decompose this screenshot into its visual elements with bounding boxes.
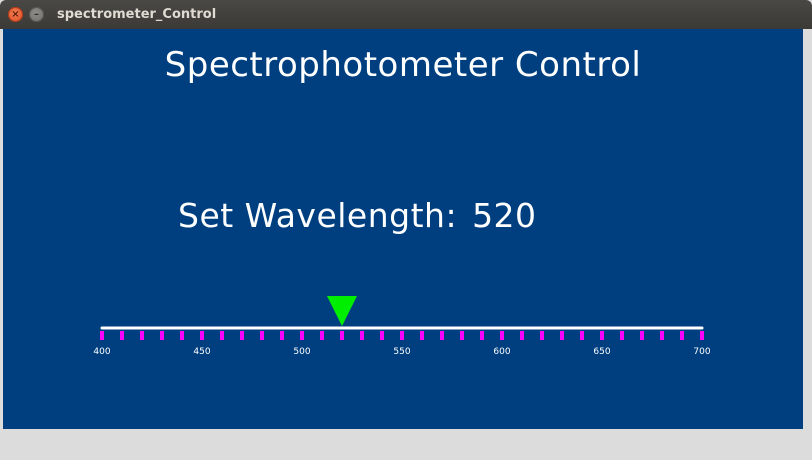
slider-tick: [400, 331, 404, 340]
wavelength-slider[interactable]: 400 450 500 550 600 650 700: [3, 29, 803, 429]
slider-tick-label: 400: [93, 347, 110, 357]
control-canvas: Spectrophotometer Control Set Wavelength…: [3, 29, 803, 429]
slider-tick: [360, 331, 364, 340]
slider-tick: [120, 331, 124, 340]
slider-tick: [540, 331, 544, 340]
minimize-icon: –: [34, 8, 39, 20]
slider-tick: [480, 331, 484, 340]
close-button[interactable]: ×: [8, 7, 23, 22]
slider-tick: [380, 331, 384, 340]
slider-tick: [240, 331, 244, 340]
slider-tick: [180, 331, 184, 340]
slider-tick: [160, 331, 164, 340]
slider-tick: [140, 331, 144, 340]
slider-tick-label: 550: [393, 347, 410, 357]
slider-tick: [300, 331, 304, 340]
slider-tick-label: 650: [593, 347, 610, 357]
slider-tick: [320, 331, 324, 340]
title-bar[interactable]: × – spectrometer_Control: [0, 0, 812, 29]
slider-tick: [500, 331, 504, 340]
slider-tick: [640, 331, 644, 340]
slider-tick: [520, 331, 524, 340]
slider-tick: [680, 331, 684, 340]
slider-tick: [200, 331, 204, 340]
wavelength-value: 520: [472, 196, 537, 235]
slider-tick: [440, 331, 444, 340]
minimize-button[interactable]: –: [29, 7, 44, 22]
slider-tick: [700, 331, 704, 340]
slider-tick: [280, 331, 284, 340]
close-icon: ×: [11, 8, 20, 20]
slider-tick: [100, 331, 104, 340]
wavelength-label: Set Wavelength:: [178, 196, 458, 235]
slider-tick-labels: 400 450 500 550 600 650 700: [93, 347, 710, 357]
window-title: spectrometer_Control: [57, 7, 217, 22]
slider-tick: [340, 331, 344, 340]
slider-tick: [600, 331, 604, 340]
slider-tick: [220, 331, 224, 340]
slider-tick-label: 600: [493, 347, 510, 357]
slider-tick: [620, 331, 624, 340]
slider-tick-label: 700: [693, 347, 710, 357]
slider-tick-label: 500: [293, 347, 310, 357]
slider-tick: [420, 331, 424, 340]
slider-ticks: [100, 331, 704, 340]
wavelength-readout: Set Wavelength: 520: [178, 196, 537, 235]
slider-pointer-icon[interactable]: [327, 296, 357, 326]
slider-tick: [580, 331, 584, 340]
page-title: Spectrophotometer Control: [164, 45, 642, 85]
slider-tick-label: 450: [193, 347, 210, 357]
slider-tick: [560, 331, 564, 340]
slider-tick: [460, 331, 464, 340]
slider-tick: [260, 331, 264, 340]
window-bottom-bar: [0, 429, 812, 460]
slider-tick: [660, 331, 664, 340]
